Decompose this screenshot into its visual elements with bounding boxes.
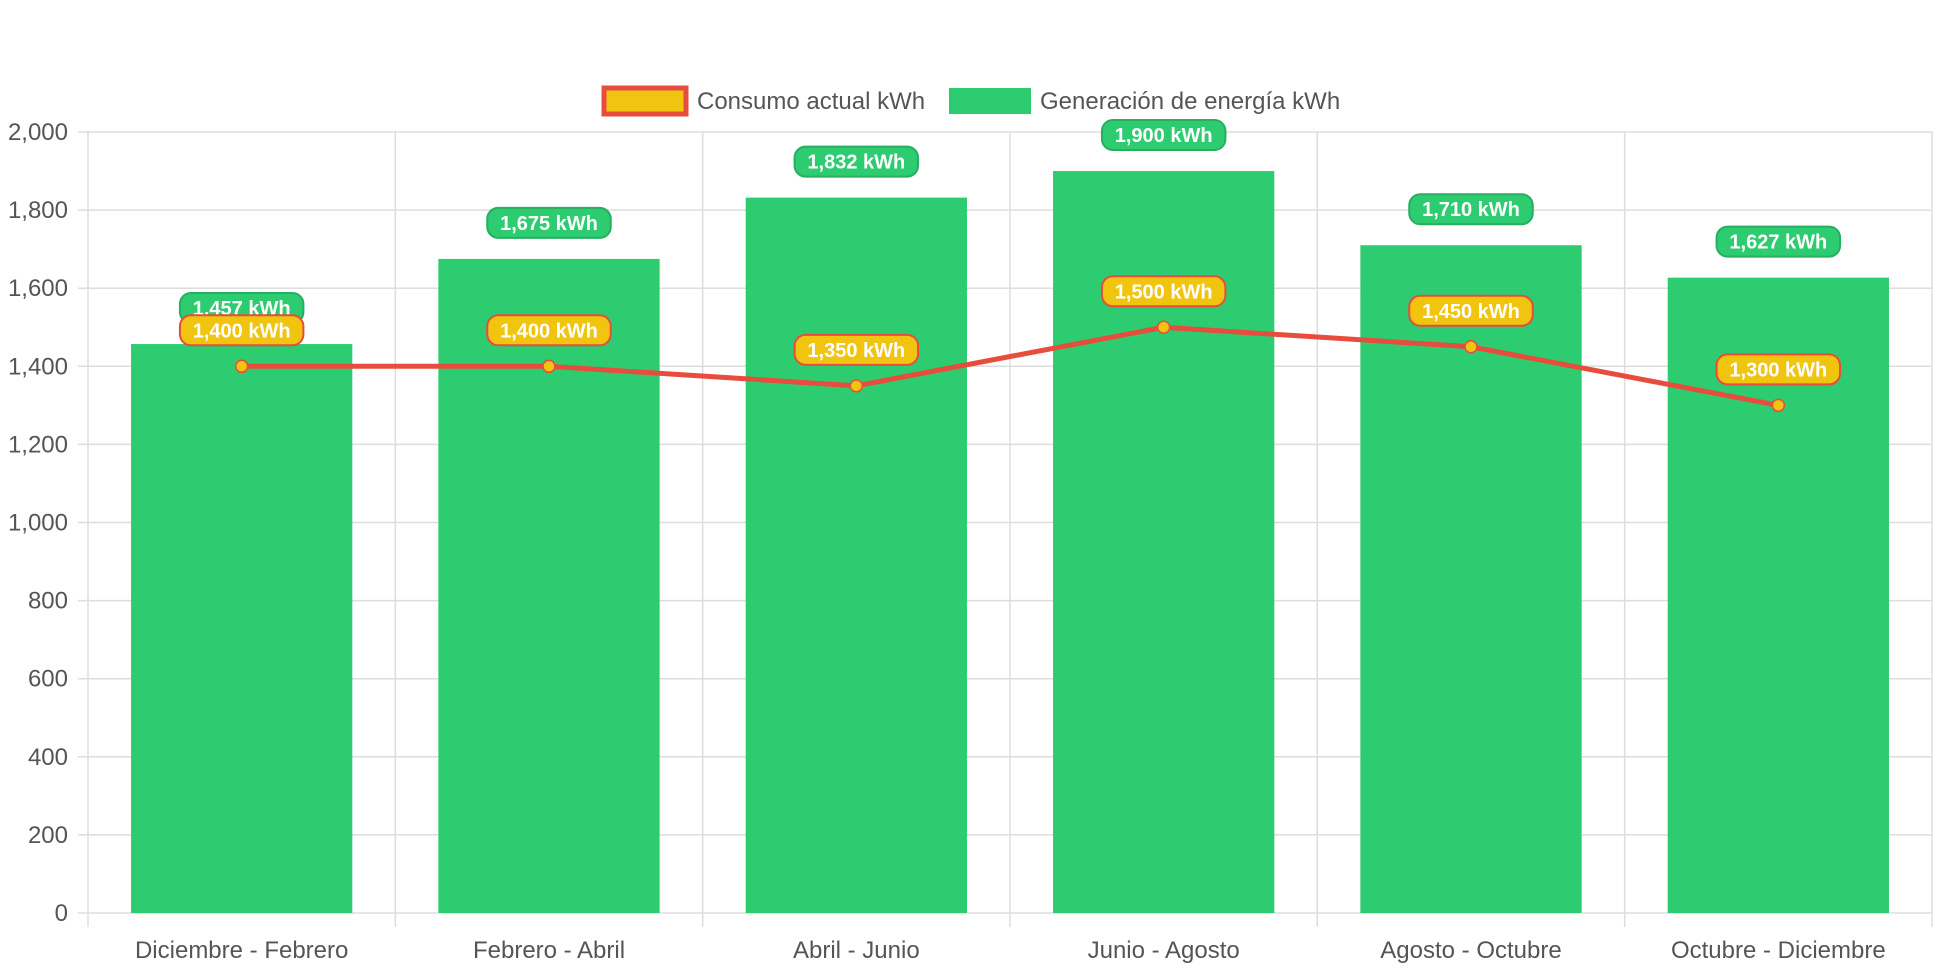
data-label-consumo-text: 1,300 kWh [1729,359,1827,381]
y-tick-label: 1,800 [8,197,68,224]
bar-generacion[interactable] [131,344,353,913]
point-consumo[interactable] [849,379,864,393]
point-consumo[interactable] [1156,320,1171,334]
data-label-consumo: 1,400 kWh [486,314,612,347]
legend: Consumo actual kWh Generación de energía… [601,85,1340,117]
grid-layer: 0 200 400 600 800 1,000 1,200 1,400 1,600 1,800 2,… [8,119,1933,964]
data-label-generacion-text: 1,710 kWh [1422,199,1520,221]
data-label-consumo: 1,450 kWh [1408,294,1534,327]
bar-generacion[interactable] [438,258,660,914]
y-tick-label: 0 [55,900,68,927]
data-label-generacion-text: 1,832 kWh [807,152,905,174]
point-consumo[interactable] [1771,398,1786,413]
legend-swatch-consumo[interactable] [601,85,689,117]
bar-generacion[interactable] [745,197,967,913]
data-label-consumo-text: 1,400 kWh [500,320,598,342]
point-consumo[interactable] [234,359,249,374]
x-tick-label: Diciembre - Febrero [135,937,348,964]
y-tick-label: 200 [28,822,68,849]
data-label-consumo-box [1408,294,1534,327]
data-label-consumo: 1,350 kWh [793,333,920,366]
data-label-generacion: 1,675 kWh [486,206,612,239]
x-tick-label: Febrero - Abril [473,937,625,964]
y-tick-label: 800 [28,588,68,615]
data-label-generacion-text: 1,900 kWh [1115,125,1213,147]
y-tick-label: 600 [28,666,68,693]
data-label-consumo-text: 1,350 kWh [807,340,905,362]
data-label-generacion-text: 1,627 kWh [1729,232,1827,254]
data-label-consumo: 1,300 kWh [1715,353,1842,386]
data-label-generacion-box [1100,119,1227,152]
data-label-consumo: 1,400 kWh [178,314,305,347]
y-tick-label: 1,600 [8,275,68,302]
data-label-consumo-box [1715,353,1842,386]
data-label-generacion-box [486,206,612,239]
y-tick-label: 400 [28,744,68,771]
x-tick-label: Abril - Junio [793,937,920,964]
data-label-generacion-box [1408,193,1534,226]
x-tick-label: Agosto - Octubre [1380,937,1561,964]
legend-swatch-generacion[interactable] [949,88,1031,114]
y-tick-label: 1,200 [8,431,68,458]
data-label-consumo-text: 1,400 kWh [193,320,291,342]
data-label-consumo-box [178,314,305,347]
data-label-consumo-box [1100,275,1227,308]
point-consumo[interactable] [542,359,556,374]
line-layer [234,320,1786,413]
data-label-consumo-box [486,314,612,347]
data-label-consumo-text: 1,450 kWh [1422,301,1520,323]
data-label-generacion-text: 1,675 kWh [500,213,598,235]
y-tick-label: 2,000 [8,119,68,146]
data-label-generacion: 1,900 kWh [1100,119,1227,152]
data-label-generacion-box [793,145,920,178]
legend-label-consumo[interactable]: Consumo actual kWh [697,88,925,115]
legend-label-generacion[interactable]: Generación de energía kWh [1040,88,1340,115]
y-tick-label: 1,000 [8,510,68,537]
bar-generacion[interactable] [1360,245,1582,913]
line-consumo[interactable] [241,324,1779,408]
point-consumo[interactable] [1464,340,1478,354]
data-label-consumo-box [793,333,920,366]
data-label-generacion-box [1715,225,1842,258]
data-label-generacion: 1,832 kWh [793,145,920,178]
y-tick-label: 1,400 [8,353,68,380]
x-tick-label: Octubre - Diciembre [1671,937,1886,964]
data-label-generacion: 1,627 kWh [1715,225,1842,258]
data-label-generacion: 1,710 kWh [1408,193,1534,226]
data-label-consumo-text: 1,500 kWh [1115,281,1213,303]
data-label-consumo: 1,500 kWh [1100,275,1227,308]
x-tick-label: Junio - Agosto [1088,937,1240,964]
